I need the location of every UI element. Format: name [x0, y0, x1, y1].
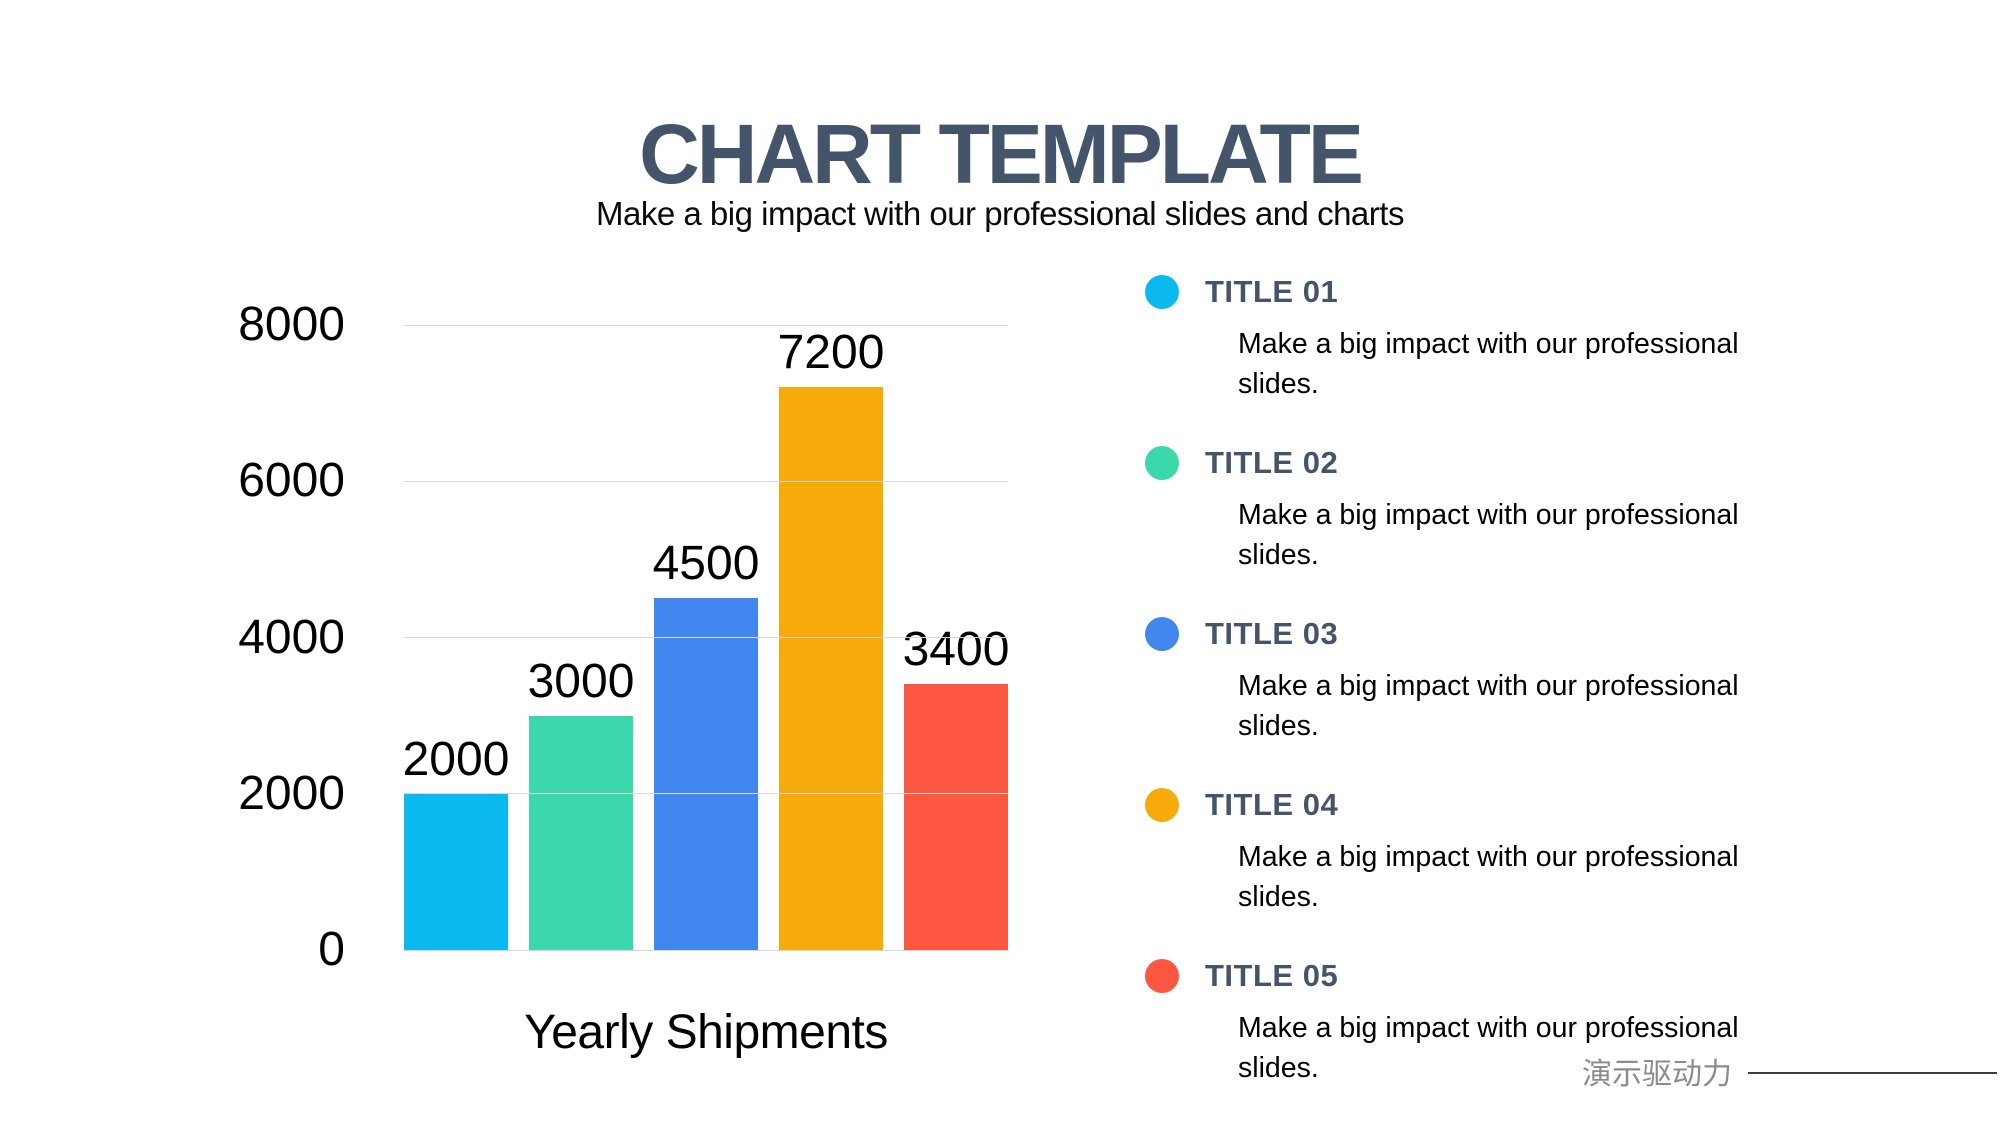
gridline-2000 [404, 793, 1008, 795]
y-tick-label-8000: 8000 [238, 298, 345, 351]
bar-value-label-2: 3000 [527, 655, 635, 708]
legend-dot-icon [1145, 275, 1179, 309]
legend-item-description: Make a big impact with our professional … [1238, 328, 1739, 400]
y-tick-label-4000: 4000 [238, 610, 345, 664]
y-tick-label-0: 0 [318, 923, 345, 976]
gridline-8000 [404, 324, 1008, 326]
chart-title: Yearly Shipments [524, 1006, 888, 1059]
legend-item-2: TITLE 02 Make a big impact with our profe… [1145, 441, 1785, 575]
legend-dot-icon [1145, 617, 1179, 651]
legend-item-header: TITLE 04 [1145, 783, 1785, 827]
legend-item-title: TITLE 02 [1205, 445, 1339, 480]
legend-item-5: TITLE 05 Make a big impact with our profe… [1145, 954, 1785, 1088]
legend-item-header: TITLE 03 [1145, 612, 1785, 656]
legend-item-header: TITLE 05 [1145, 954, 1785, 998]
bar-5: 3400 [903, 623, 1009, 950]
bar-3: 4500 [653, 537, 759, 950]
bar-value-label-3: 4500 [652, 537, 760, 590]
bar-value-label-5: 3400 [902, 623, 1010, 676]
legend-item-title: TITLE 03 [1205, 616, 1339, 651]
legend-dot-icon [1145, 959, 1179, 993]
bar-value-label-4: 7200 [777, 326, 885, 379]
bar-value-label-1: 2000 [402, 733, 510, 786]
footer-line [1748, 1072, 1997, 1074]
legend-dot-icon [1145, 446, 1179, 480]
watermark-text: 演示驱动力 [1582, 1058, 1732, 1091]
bar-4: 7200 [778, 326, 884, 950]
slide-title: CHART TEMPLATE [639, 107, 1364, 202]
legend-item-title: TITLE 05 [1205, 958, 1339, 993]
slide-subtitle: Make a big impact with our professional … [596, 195, 1404, 232]
legend-item-4: TITLE 04 Make a big impact with our profe… [1145, 783, 1785, 917]
legend-item-header: TITLE 01 [1145, 270, 1785, 314]
legend-item-description: Make a big impact with our professional … [1238, 670, 1739, 742]
legend-item-description: Make a big impact with our professional … [1238, 499, 1739, 571]
legend-item-1: TITLE 01 Make a big impact with our profe… [1145, 270, 1785, 404]
y-tick-label-6000: 6000 [238, 454, 345, 508]
legend-panel: TITLE 01 Make a big impact with our profe… [1145, 270, 1785, 1125]
gridline-0 [404, 949, 1008, 951]
legend-item-3: TITLE 03 Make a big impact with our profe… [1145, 612, 1785, 746]
legend-item-title: TITLE 01 [1205, 274, 1339, 309]
legend-item-title: TITLE 04 [1205, 787, 1339, 822]
gridline-6000 [404, 480, 1008, 482]
y-tick-label-2000: 2000 [238, 766, 345, 820]
bar-chart-plot-area: 2000 3000 4500 7200 3400 [403, 324, 1009, 951]
legend-dot-icon [1145, 788, 1179, 822]
legend-item-header: TITLE 02 [1145, 441, 1785, 485]
gridline-4000 [404, 637, 1008, 638]
legend-item-description: Make a big impact with our professional … [1238, 841, 1739, 913]
bar-2: 3000 [528, 655, 634, 950]
bar-1: 2000 [403, 733, 509, 950]
legend-item-description: Make a big impact with our professional … [1238, 1012, 1739, 1084]
